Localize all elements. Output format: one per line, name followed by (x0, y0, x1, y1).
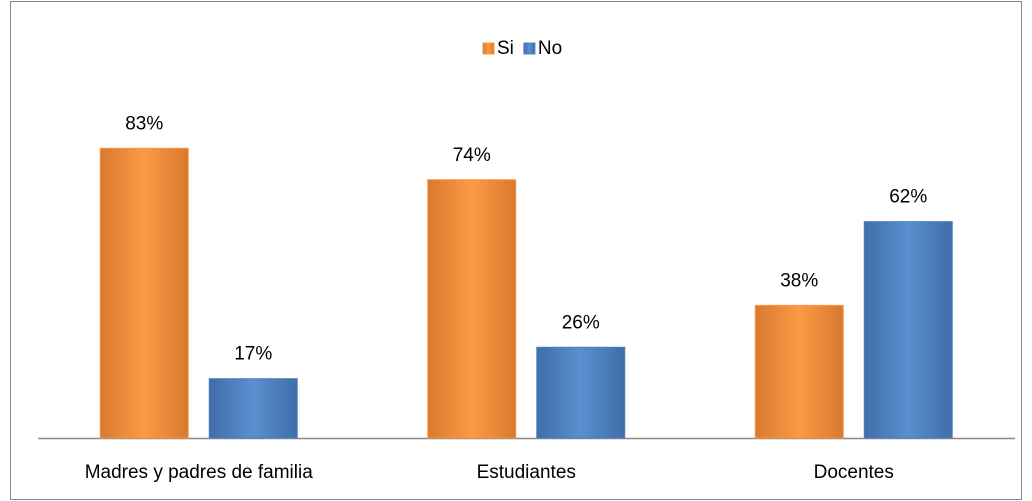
legend-swatch (523, 42, 536, 55)
legend-swatch (482, 42, 495, 55)
bar (754, 304, 844, 439)
data-label: 26% (562, 312, 600, 333)
x-tick-label: Docentes (814, 462, 894, 483)
bar (863, 221, 953, 439)
data-label: 83% (125, 113, 163, 134)
x-tick-label: Estudiantes (477, 462, 576, 483)
data-label: 17% (234, 344, 272, 365)
bar (99, 147, 189, 439)
bar (208, 378, 298, 439)
legend-label: No (538, 38, 562, 59)
data-label: 62% (889, 187, 927, 208)
bar (536, 346, 626, 439)
data-label: 38% (780, 270, 818, 291)
x-tick-label: Madres y padres de familia (85, 462, 314, 483)
data-label: 74% (453, 145, 491, 166)
bar (427, 179, 517, 439)
legend-label: Si (497, 38, 514, 59)
